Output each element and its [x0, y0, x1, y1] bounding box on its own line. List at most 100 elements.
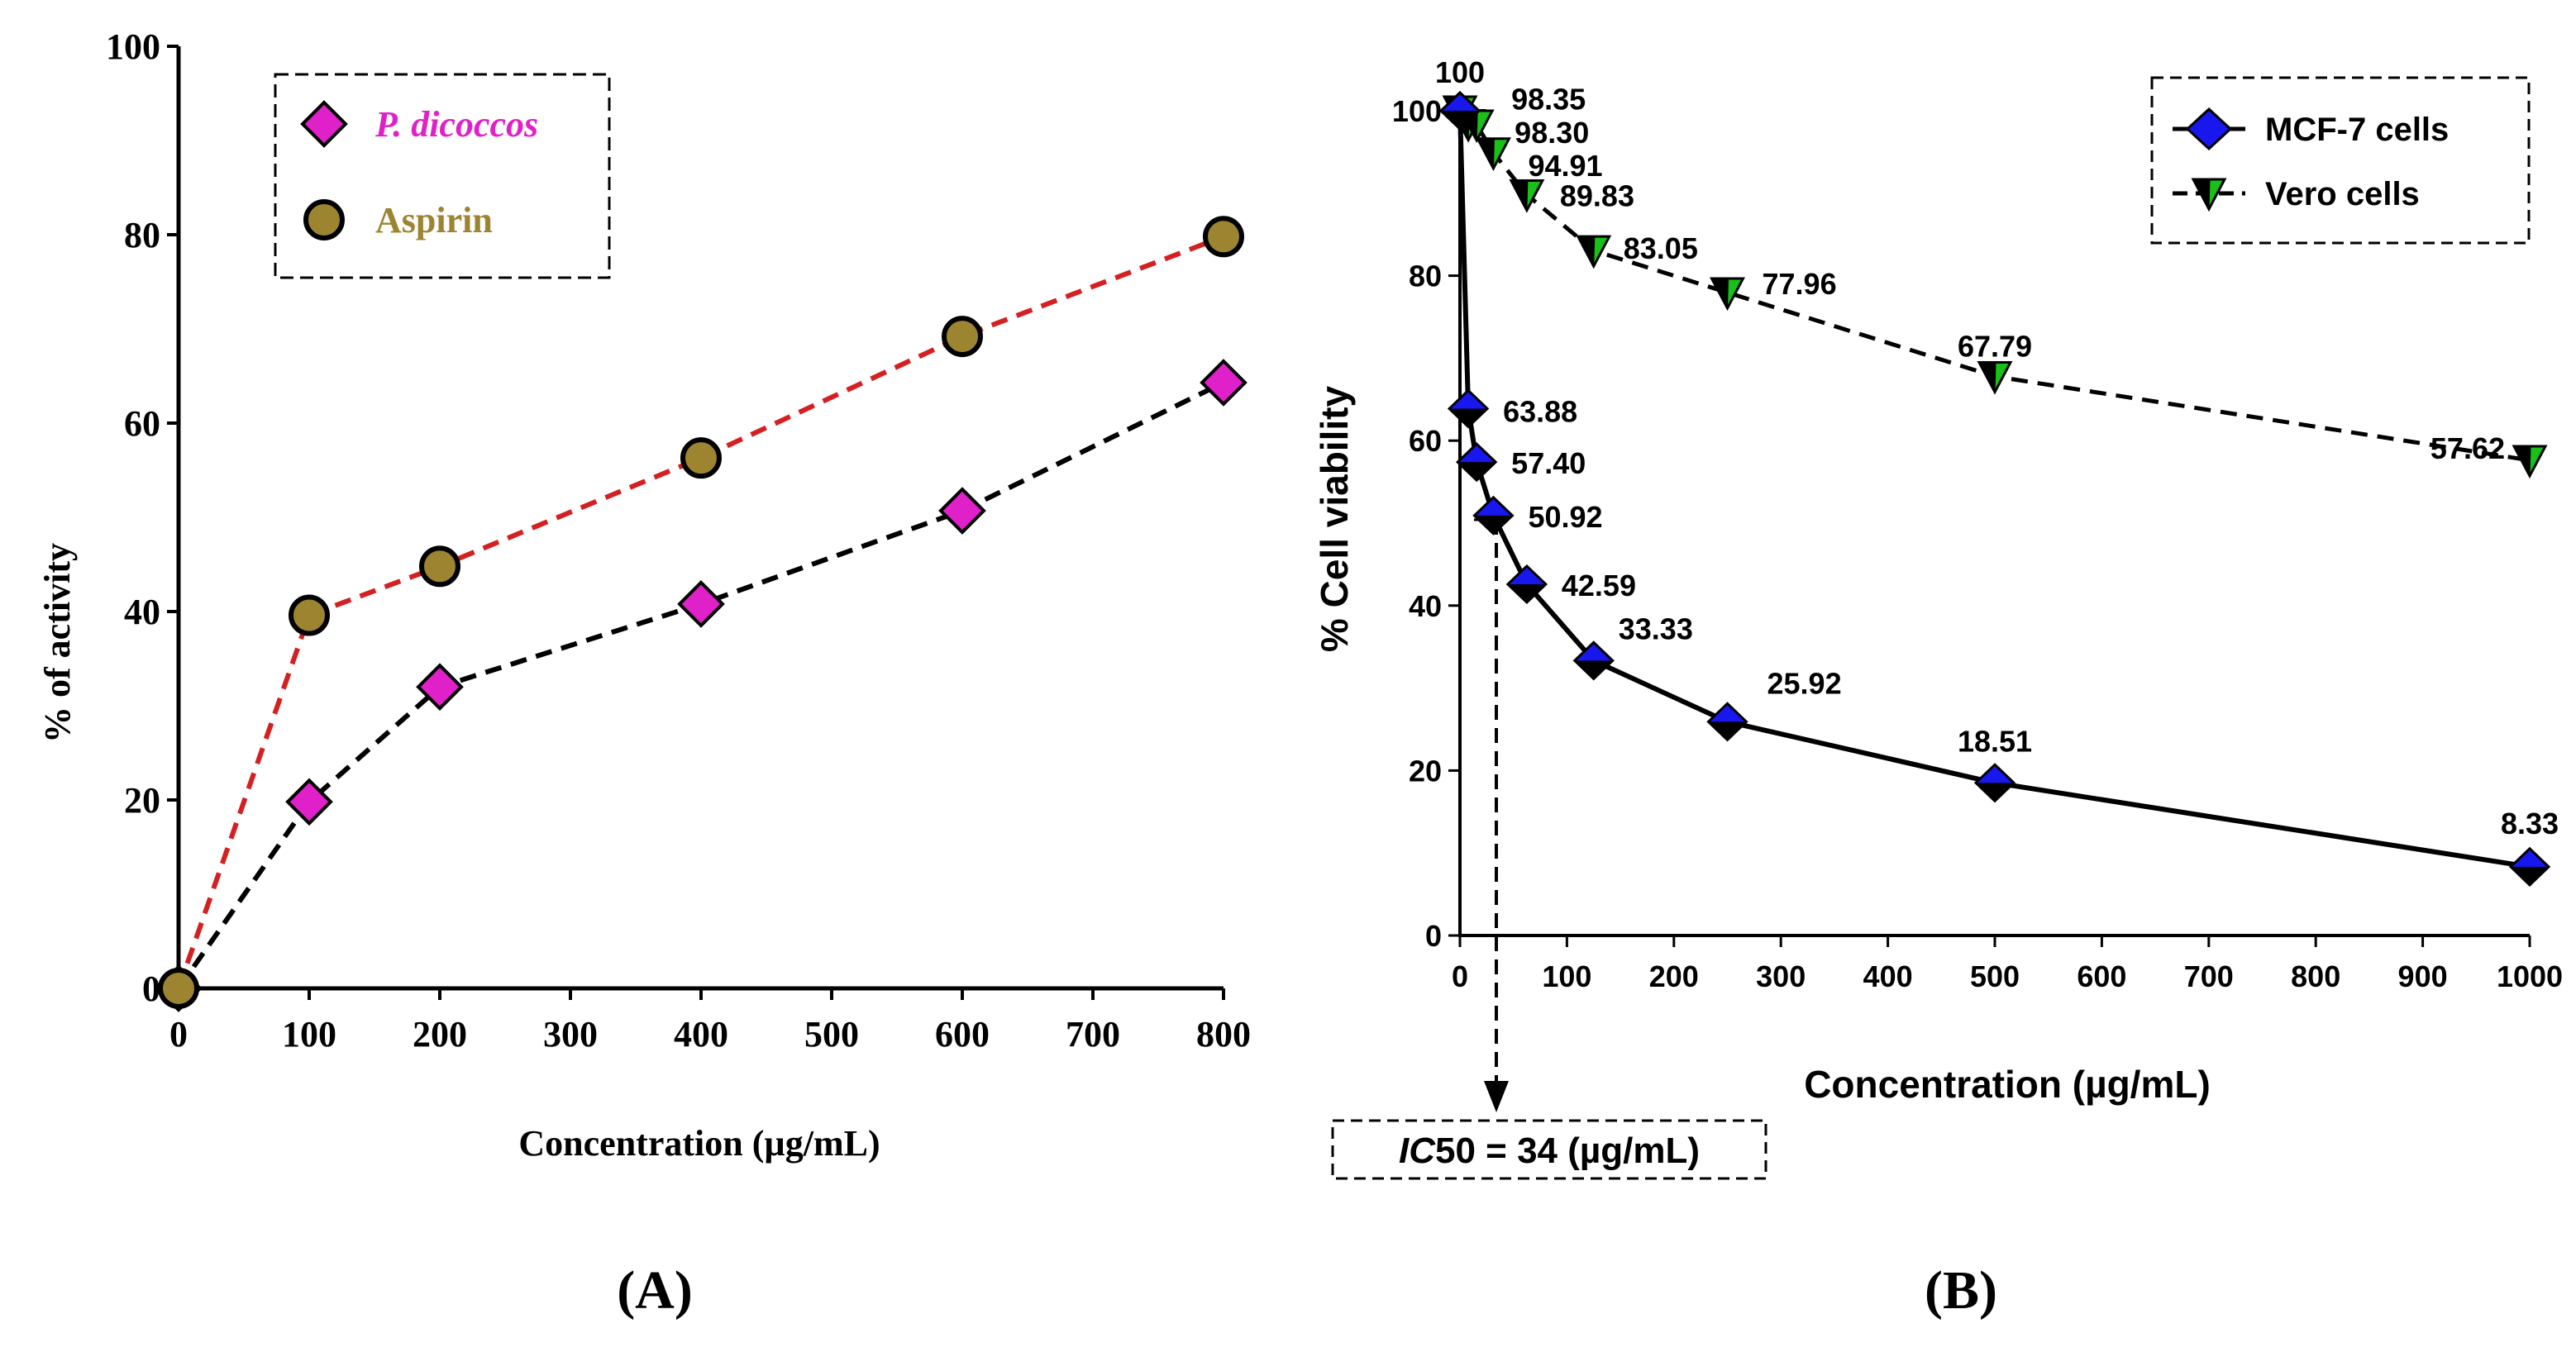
panel-b-legend-box [2150, 76, 2531, 245]
mcf7-data-label: 42.59 [1562, 569, 1636, 602]
ic50-indicator [1474, 518, 1509, 1112]
panel-a-y-tick-label: 100 [106, 26, 160, 67]
panel-b-point-mcf7 [1438, 90, 1481, 131]
panel-b-point-vero [1509, 179, 1545, 213]
ic50-arrowhead [1483, 1081, 1509, 1112]
panel-a-markers [155, 216, 1247, 1012]
vero-data-label: 98.35 [1511, 82, 1586, 116]
panel-a-point-aspirin [419, 545, 460, 588]
panel-a-chart: 0 100 200 300 400 500 600 700 800 0 20 40 60 80 100 % … [37, 26, 1251, 1321]
panel-b-point-mcf7 [2508, 846, 2551, 887]
panel-a-y-tick-label: 60 [124, 403, 160, 444]
panel-b-point-vero [1576, 235, 1612, 269]
panel-b-x-tick-label: 900 [2398, 959, 2448, 993]
panel-b-point-mcf7 [1447, 388, 1490, 429]
panel-b-markers [1438, 90, 2551, 887]
panel-a-point-pdicoccos [1200, 359, 1247, 407]
panel-b-x-tick-label: 200 [1649, 959, 1699, 993]
panel-b-label: (B) [1925, 1260, 1997, 1321]
panel-a-point-aspirin [158, 968, 199, 1009]
panel-a-y-tick-label: 0 [142, 969, 160, 1009]
panel-b-data-labels: 100 63.88 57.40 50.92 42.59 33.33 25.92 18.51 8.… [1435, 55, 2559, 840]
ic50-prefix: IC [1399, 1131, 1436, 1171]
panel-b-y-tick-label: 60 [1409, 424, 1442, 458]
vero-data-label: 94.91 [1528, 149, 1602, 183]
panel-b-y-tick-label: 40 [1409, 589, 1442, 623]
mcf7-data-label: 50.92 [1528, 500, 1602, 534]
panel-a-x-tick-label: 700 [1066, 1014, 1120, 1054]
panel-b-point-mcf7 [1456, 442, 1498, 483]
ic50-value: 50 = 34 (µg/mL) [1435, 1131, 1700, 1171]
panel-b-point-mcf7 [1505, 564, 1548, 605]
ic50-annotation-text: IC50 = 34 (µg/mL) [1399, 1131, 1700, 1171]
panel-a-legend: P. dicoccos Aspirin [274, 73, 611, 279]
panel-a-label: (A) [617, 1260, 693, 1321]
panel-a-point-pdicoccos [285, 778, 333, 826]
ic50-annotation: IC50 = 34 (µg/mL) [1331, 1119, 1767, 1180]
legend-aspirin-marker [303, 199, 345, 240]
panel-a-ticks: 0 100 200 300 400 500 600 700 800 0 20 40 60 80 100 [106, 26, 1251, 1054]
vero-data-label: 83.05 [1624, 231, 1698, 265]
panel-a-x-tick-label: 800 [1196, 1014, 1251, 1054]
panel-b-x-tick-label: 1000 [2497, 959, 2563, 993]
panel-b-x-tick-label: 0 [1452, 959, 1468, 993]
panel-a-point-pdicoccos [938, 487, 986, 535]
panel-a-series-line [176, 380, 1225, 990]
panel-b-x-tick-label: 700 [2184, 959, 2234, 993]
panel-b-point-mcf7 [1572, 640, 1615, 681]
panel-b-y-tick-label: 100 [1392, 94, 1442, 128]
mcf7-data-label: 63.88 [1503, 394, 1577, 428]
panel-a-x-axis-label: Concentration (µg/mL) [518, 1123, 880, 1164]
panel-b-x-axis-label: Concentration (µg/mL) [1804, 1063, 2211, 1106]
panel-b-y-tick-label: 0 [1425, 919, 1442, 953]
panel-b-x-tick-label: 500 [1970, 959, 2020, 993]
vero-data-label: 77.96 [1763, 267, 1837, 301]
panel-a-x-tick-label: 400 [674, 1014, 728, 1054]
panel-b-point-vero [2512, 445, 2548, 479]
panel-a-point-aspirin [680, 437, 722, 479]
panel-b-x-tick-label: 800 [2291, 959, 2340, 993]
legend-vero-marker [2191, 178, 2227, 212]
panel-a-point-pdicoccos [677, 580, 725, 628]
ic50-annotation-box [1331, 1119, 1767, 1180]
panel-a-x-tick-label: 300 [543, 1014, 598, 1054]
panel-b-x-tick-label: 300 [1756, 959, 1806, 993]
panel-a-point-aspirin [1203, 216, 1244, 258]
panel-a-point-pdicoccos [416, 663, 464, 712]
panel-a-lines [176, 234, 1225, 990]
panel-a-axes [176, 46, 1224, 991]
panel-b-point-vero [1475, 137, 1511, 172]
panel-a-x-tick-label: 200 [413, 1014, 467, 1054]
vero-data-label: 98.30 [1515, 116, 1589, 150]
panel-a-series-line [176, 234, 1225, 989]
panel-b-y-tick-label: 20 [1409, 754, 1442, 788]
mcf7-data-label: 100 [1435, 55, 1485, 89]
panel-b-point-mcf7 [1706, 702, 1748, 742]
panel-a-y-tick-label: 80 [124, 215, 160, 255]
panel-b-chart: 0 100 200 300 400 500 600 700 800 900 1000 0 20 40 60 8… [1313, 55, 2563, 1321]
panel-b-vero-line [1457, 109, 2531, 463]
legend-mcf7-marker [2185, 107, 2233, 151]
panel-a-point-aspirin [289, 594, 330, 636]
panel-a-x-tick-label: 0 [169, 1014, 188, 1054]
panel-b-legend: MCF-7 cells Vero cells [2150, 76, 2531, 245]
mcf7-data-label: 8.33 [2501, 807, 2559, 840]
legend-label: Aspirin [375, 200, 493, 240]
panel-a-y-axis-label: % of activity [37, 543, 78, 743]
legend-label: MCF-7 cells [2265, 112, 2449, 148]
panel-b-x-tick-label: 600 [2077, 959, 2126, 993]
legend-label: P. dicoccos [374, 104, 538, 145]
panel-a-x-tick-label: 600 [935, 1014, 990, 1054]
panel-a-x-tick-label: 500 [804, 1014, 859, 1054]
mcf7-data-label: 33.33 [1619, 612, 1693, 645]
legend-label: Vero cells [2265, 176, 2420, 212]
panel-b-x-tick-label: 400 [1863, 959, 1913, 993]
vero-data-label: 67.79 [1958, 329, 2032, 363]
panel-b-point-mcf7 [1973, 763, 2016, 803]
panel-b-point-mcf7 [1472, 495, 1515, 536]
panel-b-axes [1458, 99, 2530, 937]
panel-b-x-tick-label: 100 [1542, 959, 1591, 993]
panel-a-legend-box [274, 73, 611, 279]
panel-a-point-aspirin [942, 316, 983, 358]
